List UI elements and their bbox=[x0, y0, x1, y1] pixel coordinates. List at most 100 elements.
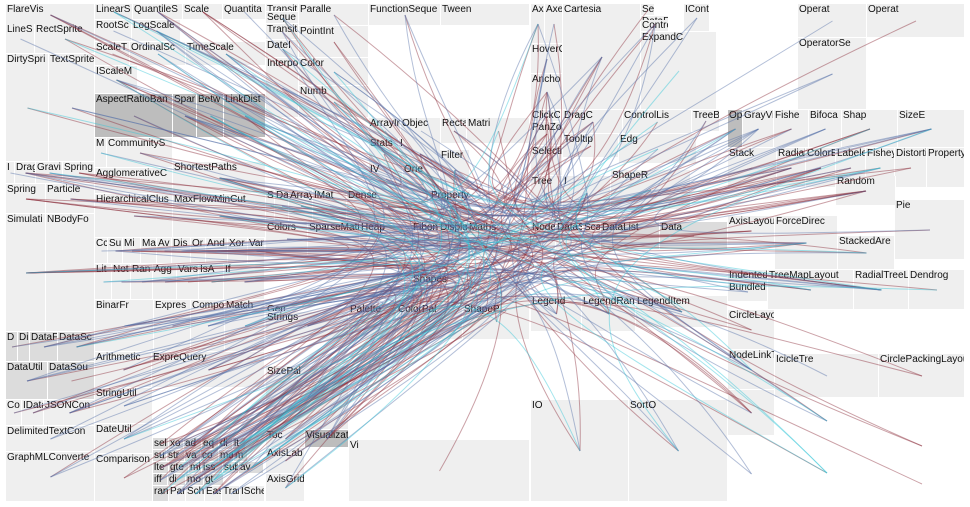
cell-label: ExpreQuery bbox=[153, 352, 207, 363]
treemap-cell: Operat bbox=[867, 4, 965, 38]
cell-label: Distortion bbox=[896, 148, 927, 159]
cell-label: max bbox=[220, 450, 234, 461]
treemap-cell: mi bbox=[189, 462, 202, 474]
treemap-cell: Pie bbox=[895, 200, 965, 260]
treemap-cell: IScaleM bbox=[95, 66, 138, 94]
treemap-cell: Interpolator bbox=[266, 58, 299, 118]
treemap-cell: Vi bbox=[349, 440, 530, 502]
cell-label: gte bbox=[170, 462, 184, 473]
treemap-cell: ISched bbox=[240, 486, 265, 502]
cell-label: Gravi bbox=[37, 162, 61, 173]
cell-label: Sort bbox=[267, 190, 274, 201]
cell-label: MaxFlowMinCut bbox=[174, 194, 246, 205]
cell-label: Arrays bbox=[290, 190, 312, 201]
treemap-cell: IcicleTre bbox=[775, 354, 879, 398]
treemap-cell: ControlLis bbox=[623, 110, 692, 134]
cell-label: Not bbox=[113, 264, 129, 275]
cell-label: GraphMLConverte bbox=[7, 452, 90, 463]
treemap-cell: gt bbox=[204, 474, 224, 486]
cell-label: di bbox=[220, 438, 228, 449]
treemap-cell: MaxFlowMinCut bbox=[173, 194, 266, 238]
treemap-cell: ShapeP bbox=[463, 304, 530, 340]
cell-label: I bbox=[7, 162, 10, 173]
cell-label: Or bbox=[192, 238, 204, 249]
treemap-cell: Cartesia bbox=[563, 4, 641, 110]
treemap-cell: Parallel bbox=[169, 486, 186, 502]
treemap-cell: LegendItem bbox=[636, 296, 728, 328]
treemap-cell: Strings bbox=[266, 312, 349, 340]
treemap-cell: co bbox=[201, 450, 219, 462]
treemap-cell: Agg bbox=[153, 264, 177, 300]
treemap-cell: RectSprite bbox=[35, 24, 95, 54]
cell-label: OperatorSe bbox=[799, 38, 851, 49]
treemap-cell: Rectang bbox=[441, 118, 467, 144]
treemap-cell: Particle bbox=[46, 184, 95, 214]
cell-label: Stats bbox=[370, 138, 393, 149]
treemap-cell: Shap bbox=[842, 110, 898, 148]
cell-label: Av bbox=[158, 238, 170, 249]
cell-label: IMat bbox=[314, 190, 334, 201]
cell-label: Quantita bbox=[224, 4, 262, 15]
cell-label: RadialL bbox=[778, 148, 805, 159]
treemap-cell: IO bbox=[531, 400, 629, 502]
treemap-cell: Geometry bbox=[266, 304, 286, 312]
treemap-cell: Transitioner bbox=[222, 486, 240, 502]
treemap-cell: LogScale bbox=[132, 20, 181, 42]
treemap-cell: Cc bbox=[95, 238, 108, 264]
treemap-cell: Colors bbox=[266, 222, 308, 256]
treemap-cell: NBodyFo bbox=[46, 214, 95, 332]
cell-label: OperatorList bbox=[729, 110, 743, 121]
cell-label: Geometry bbox=[267, 304, 286, 312]
cell-label: NBodyFo bbox=[47, 214, 89, 225]
cell-label: Ancho bbox=[532, 74, 561, 85]
treemap-cell: ShortestPaths bbox=[173, 162, 266, 194]
cell-label: Visualization bbox=[306, 430, 349, 441]
treemap-cell: Match bbox=[225, 300, 265, 352]
treemap-cell: Orie bbox=[403, 164, 440, 194]
cell-label: Axis bbox=[532, 4, 544, 15]
treemap-cell: su bbox=[153, 450, 167, 462]
cell-label: CircleLayout bbox=[729, 310, 774, 321]
treemap-cell: eq bbox=[202, 438, 219, 450]
treemap-cell: FlareVis bbox=[6, 4, 95, 26]
treemap-cell: StringUtil bbox=[95, 388, 153, 424]
treemap-cell: Stack bbox=[728, 148, 777, 188]
treemap-cell: Legend bbox=[531, 296, 582, 332]
treemap-cell: And bbox=[206, 238, 228, 264]
treemap-cell: I bbox=[6, 162, 15, 184]
cell-label: Shap bbox=[843, 110, 867, 121]
cell-label: Scale bbox=[184, 4, 210, 15]
cell-label: Drag bbox=[16, 162, 36, 173]
cell-label: Heap bbox=[361, 222, 385, 233]
cell-label: AgglomerativeC bbox=[96, 168, 168, 179]
cell-label: Matri bbox=[468, 118, 491, 129]
cell-label: Select bbox=[642, 4, 655, 15]
cell-label: TimeScale bbox=[187, 42, 234, 53]
cell-label: StackedAre bbox=[839, 236, 891, 247]
treemap-cell: Ancho bbox=[531, 74, 563, 110]
treemap-cell: Expres bbox=[154, 300, 191, 352]
treemap-cell: NodeSprite bbox=[531, 222, 556, 250]
cell-label: TextSprite bbox=[50, 54, 95, 65]
treemap-cell: DataUtil bbox=[6, 362, 48, 400]
treemap-cell: TreeMapLayout bbox=[768, 270, 854, 310]
cell-label: DataSc bbox=[59, 332, 92, 343]
treemap-cell: SelectionContro bbox=[531, 146, 563, 176]
treemap-cell: DelimitedTextCon bbox=[6, 426, 95, 452]
treemap-cell: Spar bbox=[173, 94, 197, 138]
treemap-cell: Simulati bbox=[6, 214, 46, 332]
treemap-cell: ColorPal bbox=[397, 304, 463, 340]
treemap-cell: ad bbox=[184, 438, 202, 450]
treemap-cell: ColorEncod bbox=[806, 148, 836, 188]
cell-label: ControlLis bbox=[624, 110, 670, 121]
cell-label: Lit bbox=[96, 264, 107, 275]
cell-label: m bbox=[235, 450, 244, 461]
treemap-cell: rang bbox=[153, 486, 169, 502]
cell-label: IData bbox=[23, 400, 43, 411]
treemap-cell: DataList bbox=[601, 222, 660, 250]
treemap-cell: IMat bbox=[313, 190, 347, 222]
treemap-cell: Dense bbox=[347, 190, 429, 222]
cell-label: ClickContr bbox=[532, 110, 561, 121]
treemap-cell: Vars bbox=[177, 264, 199, 300]
